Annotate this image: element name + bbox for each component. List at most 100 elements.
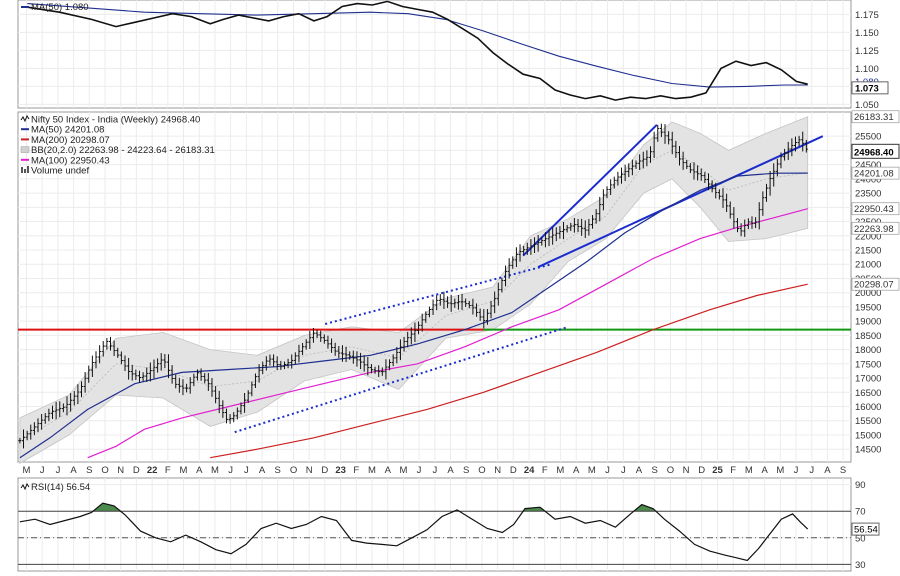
y-tick-label: 70: [855, 507, 866, 518]
y-tick-label: 23500: [855, 189, 881, 200]
x-tick-label: 24: [524, 465, 535, 476]
x-tick-label: A: [824, 465, 831, 476]
x-tick-label: J: [433, 465, 438, 476]
x-tick-label: A: [70, 465, 77, 476]
ma100-line: [87, 208, 808, 459]
rsi-panel: 90 70 50 30 RSI(14) 56.54 56.54: [17, 477, 880, 572]
x-tick-label: O: [667, 465, 674, 476]
volume-legend-icon: [24, 169, 26, 173]
price-tag-box: [851, 143, 900, 159]
y-tick-label: 1.125: [855, 46, 879, 57]
y-tick-label: 19000: [855, 317, 881, 328]
x-tick-label: N: [494, 465, 501, 476]
bollinger-middle-line: [19, 149, 808, 442]
price-tag-box: [851, 277, 900, 291]
y-tick-label: 22000: [855, 231, 881, 242]
x-tick-label: F: [542, 465, 548, 476]
x-tick-label: D: [698, 465, 705, 476]
price-tag-box: [851, 166, 900, 180]
y-tick-label: 30: [855, 560, 866, 571]
y-tick-label: 18500: [855, 331, 881, 342]
price-level-tag: 24201.08: [854, 169, 894, 180]
x-tick-label: A: [196, 465, 203, 476]
x-tick-label: A: [762, 465, 769, 476]
volume-legend-icon: [27, 166, 29, 173]
x-tick-label: S: [840, 465, 846, 476]
rsi-legend-label: RSI(14) 56.54: [31, 482, 90, 493]
x-tick-label: M: [588, 465, 596, 476]
x-tick-label: 25: [712, 465, 723, 476]
trend-line: [234, 325, 569, 434]
price-legend-icon: [20, 114, 30, 123]
rsi-value-tag: 56.54: [854, 525, 878, 536]
y-tick-label: 19500: [855, 302, 881, 313]
x-tick-label: D: [510, 465, 517, 476]
x-tick-label: J: [244, 465, 249, 476]
y-tick-label: 1.175: [855, 10, 879, 21]
y-tick-label: 15500: [855, 416, 881, 427]
x-tick-label: M: [368, 465, 376, 476]
x-tick-label: N: [683, 465, 690, 476]
x-tick-label: O: [478, 465, 485, 476]
y-tick-label: 17500: [855, 359, 881, 370]
x-tick-label: F: [730, 465, 736, 476]
price-value-tag: 24968.40: [854, 147, 894, 158]
x-tick-label: F: [353, 465, 359, 476]
ratio-tag-box: [851, 81, 889, 95]
y-tick-label: 24000: [855, 174, 881, 185]
price-legend-label: MA(50) 24201.08: [31, 125, 104, 136]
y-tick-label: 20000: [855, 288, 881, 299]
y-tick-label: 14500: [855, 445, 881, 456]
price-level-tag: 26183.31: [854, 112, 894, 123]
trend-line: [537, 135, 824, 268]
x-tick-label: N: [306, 465, 313, 476]
y-tick-label: 18000: [855, 345, 881, 356]
x-tick-label: M: [211, 465, 219, 476]
y-tick-label: 25500: [855, 132, 881, 143]
x-tick-label: A: [259, 465, 266, 476]
price-legend-label: MA(100) 22950.43: [31, 155, 110, 166]
x-tick-label: M: [745, 465, 753, 476]
trend-line: [324, 263, 552, 325]
x-tick-label: J: [605, 465, 610, 476]
y-tick-label: 1.150: [855, 28, 879, 39]
y-tick-label: 1.050: [855, 100, 879, 111]
y-tick-label: 1.100: [855, 64, 879, 75]
rsi-tag-box: [851, 522, 880, 536]
price-tag-box: [851, 221, 900, 235]
ratio-legend-label: MA(50) 1.080: [31, 2, 89, 13]
x-tick-label: N: [117, 465, 124, 476]
price-level-tag: 20298.07: [854, 280, 894, 291]
x-tick-label: A: [636, 465, 643, 476]
x-tick-label: J: [40, 465, 45, 476]
price-level-tag: 22950.43: [854, 204, 894, 215]
x-tick-label: J: [621, 465, 626, 476]
x-tick-label: O: [290, 465, 297, 476]
rsi-overbought-fill: [19, 503, 808, 512]
x-tick-label: A: [447, 465, 454, 476]
x-tick-label: D: [321, 465, 328, 476]
x-tick-label: D: [133, 465, 140, 476]
x-tick-label: 23: [335, 465, 346, 476]
price-legend-label: BB(20,2.0) 22263.98 - 24223.64 - 26183.3…: [31, 145, 215, 156]
x-tick-label: 22: [147, 465, 158, 476]
x-tick-label: F: [165, 465, 171, 476]
ratio-line: [27, 0, 808, 101]
price-legend-label: Nifty 50 Index - India (Weekly) 24968.40: [31, 115, 200, 126]
y-tick-label: 21000: [855, 260, 881, 271]
x-tick-label: M: [23, 465, 31, 476]
x-tick-label: O: [101, 465, 108, 476]
price-panel: 14500 15000 15500 16000 16500 17000 17500 18000…: [17, 110, 900, 476]
x-tick-label: J: [417, 465, 422, 476]
x-tick-label: M: [556, 465, 564, 476]
x-tick-label: J: [794, 465, 799, 476]
x-tick-label: A: [385, 465, 392, 476]
x-tick-label: M: [180, 465, 188, 476]
volume-legend-icon: [21, 167, 23, 173]
price-legend-label: MA(200) 20298.07: [31, 135, 110, 146]
x-tick-label: J: [809, 465, 814, 476]
ma50-line: [19, 172, 808, 459]
rsi-legend-icon: [20, 482, 30, 491]
